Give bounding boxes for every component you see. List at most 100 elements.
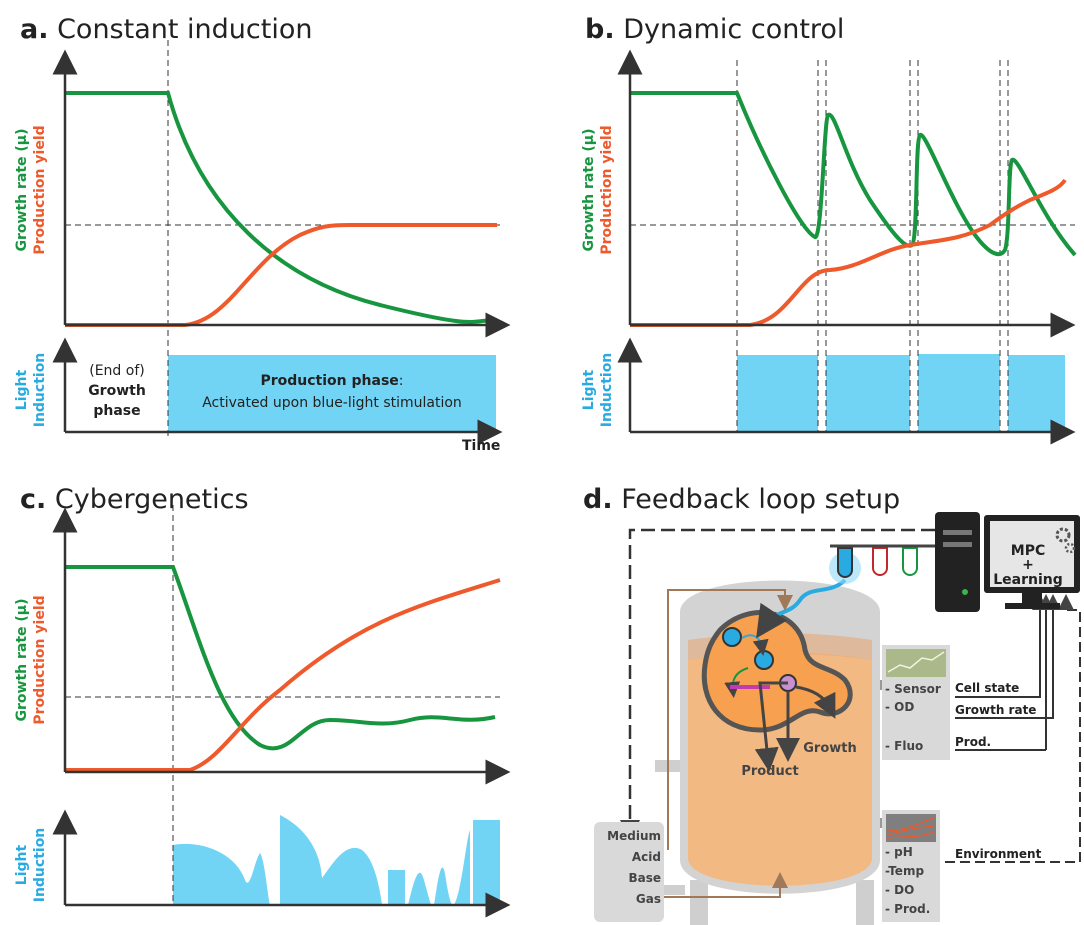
input-label: Acid	[632, 850, 661, 864]
product-arrow	[754, 681, 788, 772]
light-profile	[280, 815, 382, 905]
light-profile	[388, 870, 405, 905]
light-profile	[434, 867, 452, 905]
sensor-item: - Fluo	[885, 739, 923, 753]
panel-a: a. Constant induction Growth rate (µ) Pr…	[14, 14, 511, 454]
signal-label: Growth rate	[955, 703, 1036, 717]
photoreceptor	[754, 650, 774, 670]
environment-item: - Prod.	[885, 902, 930, 916]
panel-d: d. Feedback loop setup Product Growth Me…	[583, 484, 1081, 925]
production-curve	[630, 178, 1067, 327]
environment-item: - pH	[885, 845, 913, 859]
signal-label: Cell state	[955, 681, 1019, 695]
light-label: Light	[581, 369, 597, 410]
panel-letter: d.	[583, 484, 613, 515]
light-profile	[408, 872, 431, 905]
computer-label: +	[1022, 557, 1034, 573]
environment-items: - pH -Temp - DO - Prod.	[885, 845, 930, 916]
light-label: Induction	[32, 828, 48, 903]
panel-letter: c.	[20, 484, 46, 515]
computer-label: Learning	[993, 572, 1063, 588]
gear	[1055, 527, 1071, 543]
light-block	[168, 355, 496, 432]
blue-led	[837, 547, 853, 578]
red-led	[872, 547, 888, 576]
drive	[943, 542, 972, 547]
panel-letter: b.	[585, 14, 615, 45]
growth-label: Growth rate (µ)	[14, 129, 30, 252]
computer-tower	[935, 512, 980, 612]
input-box	[594, 822, 664, 922]
growth-curve	[65, 91, 498, 324]
panel-title: b. Dynamic control	[585, 14, 844, 45]
tank-stand	[650, 885, 685, 895]
actuation-line	[620, 528, 935, 840]
cell-label: Growth	[803, 741, 857, 756]
computer-label: MPC	[1011, 543, 1045, 559]
drive	[943, 530, 972, 535]
production-label: Production yield	[32, 125, 48, 254]
input-label: Medium	[607, 829, 661, 843]
green-led	[902, 547, 918, 576]
growth-curve	[630, 91, 1077, 257]
light-block	[918, 354, 1000, 432]
phase-note: (End of)	[89, 363, 144, 379]
phase-name: Production phase	[260, 373, 398, 389]
power-led	[962, 589, 968, 595]
signal-line	[955, 594, 1061, 719]
light-blocks	[737, 354, 1065, 432]
production-label: Production yield	[32, 595, 48, 724]
x-axis-label: Time	[462, 438, 500, 454]
light-label: Light	[14, 369, 30, 410]
monitor-base	[1005, 603, 1060, 609]
light-profile	[173, 815, 500, 905]
light-label: Induction	[32, 353, 48, 428]
gene	[730, 685, 770, 689]
inputs: Medium Acid Base Gas	[607, 829, 661, 906]
production-phase: Production phase:	[260, 373, 403, 389]
phase-description: Activated upon blue-light stimulation	[202, 395, 462, 411]
light-label: Light	[14, 844, 30, 885]
screen	[990, 521, 1074, 587]
light-block	[1008, 355, 1065, 432]
panel-letter: a.	[20, 14, 48, 45]
separator: :	[399, 373, 404, 389]
switch-lines	[630, 60, 1075, 432]
growth-label: Growth rate (µ)	[14, 599, 30, 722]
input-label: Gas	[636, 892, 661, 906]
light-block	[826, 355, 910, 432]
panel-title: c. Cybergenetics	[20, 484, 249, 515]
environment-line	[945, 594, 1081, 863]
monitor-stand	[1022, 593, 1042, 603]
tank-stand	[650, 760, 874, 925]
input-label: Base	[628, 871, 661, 885]
environment-label: Environment	[955, 847, 1042, 861]
environment-traces	[887, 817, 935, 839]
signal-label: Prod.	[955, 735, 991, 749]
sensor-item: - Sensor	[885, 682, 941, 696]
light-block	[737, 355, 818, 432]
light-label: Induction	[599, 353, 615, 428]
panel-c: c. Cybergenetics Growth rate (µ) Product…	[14, 484, 511, 918]
panel-title: d. Feedback loop setup	[583, 484, 900, 515]
panel-title-text: Constant induction	[57, 14, 312, 45]
panel-title-text: Feedback loop setup	[621, 484, 900, 515]
panel-b: b. Dynamic control Growth rate (µ) Produ…	[581, 14, 1077, 445]
tank-stand	[856, 880, 874, 925]
production-curve	[65, 223, 497, 327]
production-label: Production yield	[599, 125, 615, 254]
sensor-trace	[887, 651, 945, 673]
gas-pipe	[660, 872, 788, 898]
gear	[1064, 542, 1076, 554]
activation-arrow	[741, 634, 769, 656]
panel-title: a. Constant induction	[20, 14, 312, 45]
phase-label: phase	[93, 403, 140, 419]
environment-item: -Temp	[885, 864, 924, 878]
sensor-item: - OD	[885, 700, 914, 714]
phase-label: Growth	[88, 383, 146, 399]
light-profile	[473, 820, 500, 905]
environment-item: - DO	[885, 883, 914, 897]
photoreceptor	[722, 627, 742, 647]
light-beam	[756, 578, 847, 639]
